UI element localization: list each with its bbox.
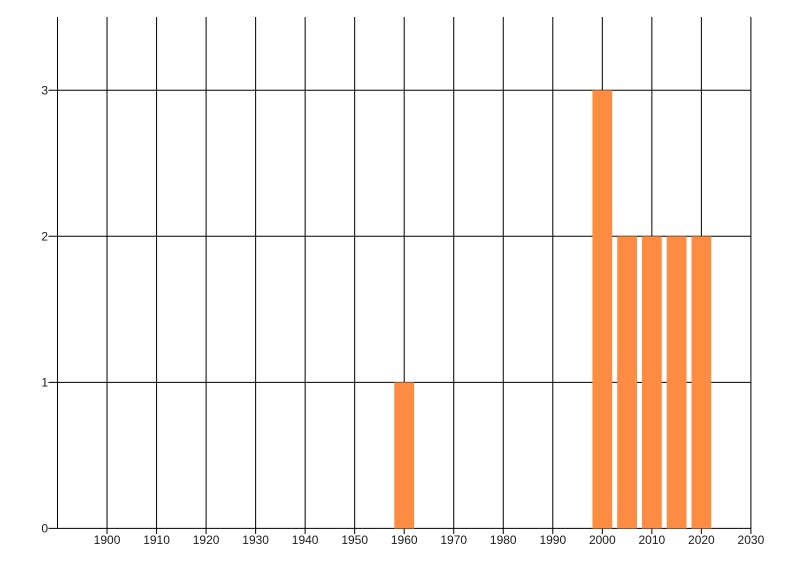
svg-text:1970: 1970 xyxy=(440,533,467,547)
svg-text:1950: 1950 xyxy=(341,533,368,547)
svg-text:3: 3 xyxy=(41,83,48,97)
svg-text:2030: 2030 xyxy=(738,533,765,547)
svg-text:1900: 1900 xyxy=(94,533,121,547)
svg-text:2: 2 xyxy=(41,229,48,243)
svg-text:1920: 1920 xyxy=(193,533,220,547)
svg-text:1990: 1990 xyxy=(539,533,566,547)
svg-text:1930: 1930 xyxy=(242,533,269,547)
svg-text:2010: 2010 xyxy=(638,533,665,547)
svg-text:2000: 2000 xyxy=(589,533,616,547)
svg-text:0: 0 xyxy=(41,521,48,535)
svg-text:1910: 1910 xyxy=(143,533,170,547)
svg-text:1960: 1960 xyxy=(391,533,418,547)
svg-text:1: 1 xyxy=(41,375,48,389)
svg-text:1980: 1980 xyxy=(490,533,517,547)
svg-text:1940: 1940 xyxy=(292,533,319,547)
svg-text:2020: 2020 xyxy=(688,533,715,547)
